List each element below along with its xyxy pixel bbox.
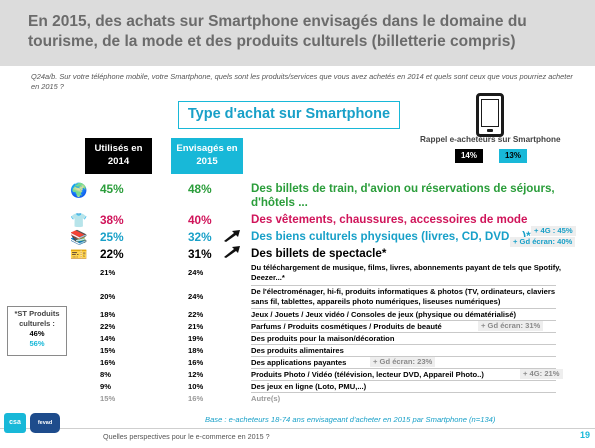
row-label: Autre(s) xyxy=(251,394,281,403)
divider xyxy=(251,308,556,309)
row-label: Des produits pour la maison/décoration xyxy=(251,334,395,343)
divider xyxy=(251,368,556,369)
planned-value: 16% xyxy=(188,358,204,367)
row-label: Des billets de train, d'avion ou réserva… xyxy=(251,182,555,209)
base-note: Base : e-acheteurs 18-74 ans envisageant… xyxy=(205,415,496,424)
books-icon: 📚 xyxy=(70,229,88,245)
divider xyxy=(251,392,556,393)
row-label: Parfums / Produits cosmétiques / Produit… xyxy=(251,322,442,331)
type-box: Type d'achat sur Smartphone xyxy=(178,101,400,129)
header-planned-2015: Envisagés en 2015 xyxy=(171,138,243,174)
footer-divider xyxy=(0,428,595,429)
planned-value: 31% xyxy=(188,247,212,261)
row-label: Produits Photo / Vidéo (télévision, lect… xyxy=(251,370,484,379)
divider xyxy=(251,332,556,333)
row-label: De l'électroménager, hi-fi, produits inf… xyxy=(251,287,556,306)
st-value-2015: 56% xyxy=(29,339,45,348)
note-books-gd-ecran: + Gd écran: 40% xyxy=(510,237,576,247)
used-value: 15% xyxy=(100,346,116,355)
used-value: 22% xyxy=(100,247,124,261)
divider xyxy=(251,285,556,286)
used-value: 20% xyxy=(100,292,116,301)
row-label: Des jeux en ligne (Loto, PMU,...) xyxy=(251,382,367,391)
used-value: 22% xyxy=(100,322,116,331)
planned-value: 12% xyxy=(188,370,204,379)
header-used-2014: Utilisés en 2014 xyxy=(85,138,152,174)
used-value: 16% xyxy=(100,358,116,367)
used-value: 25% xyxy=(100,230,124,244)
divider xyxy=(251,356,556,357)
planned-value: 40% xyxy=(188,213,212,227)
note-beaute-gd-ecran: + Gd écran: 31% xyxy=(478,321,544,331)
used-value: 38% xyxy=(100,213,124,227)
up-arrow-icon xyxy=(223,245,241,259)
note-applis-gd-ecran: + Gd écran: 23% xyxy=(370,357,436,367)
planned-value: 48% xyxy=(188,182,212,196)
row-label: Des vêtements, chaussures, accessoires d… xyxy=(251,213,528,226)
used-value: 18% xyxy=(100,310,116,319)
row-label: Du téléchargement de musique, films, liv… xyxy=(251,263,562,282)
up-arrow-icon xyxy=(223,229,241,243)
row-label: Des applications payantes xyxy=(251,358,347,367)
planned-value: 21% xyxy=(188,322,204,331)
divider xyxy=(251,320,556,321)
used-value: 45% xyxy=(100,182,124,196)
planned-value: 32% xyxy=(188,230,212,244)
used-value: 9% xyxy=(100,382,111,391)
fevad-logo: fevad xyxy=(30,413,60,433)
row-label: Des produits alimentaires xyxy=(251,346,344,355)
planned-value: 22% xyxy=(188,310,204,319)
row-label: Des biens culturels physiques (livres, C… xyxy=(251,230,531,243)
note-photo-4g: + 4G: 21% xyxy=(520,369,563,379)
globe-icon: 🌍 xyxy=(70,182,88,198)
row-label: Jeux / Jouets / Jeux vidéo / Consoles de… xyxy=(251,310,517,319)
rappel-2014-value: 14% xyxy=(455,149,483,163)
used-value: 15% xyxy=(100,394,116,403)
planned-value: 18% xyxy=(188,346,204,355)
csa-logo: csa xyxy=(4,413,26,433)
rappel-2015-value: 13% xyxy=(499,149,527,163)
question-text: Q24a/b. Sur votre téléphone mobile, votr… xyxy=(31,72,573,91)
page-title: En 2015, des achats sur Smartphone envis… xyxy=(28,13,527,50)
note-books-4g: + 4G : 45% xyxy=(531,226,576,236)
divider xyxy=(251,344,556,345)
smartphone-icon xyxy=(476,93,504,137)
title-bar xyxy=(0,0,595,66)
used-value: 14% xyxy=(100,334,116,343)
ticket-icon: 🎫 xyxy=(70,246,88,262)
planned-value: 10% xyxy=(188,382,204,391)
used-value: 21% xyxy=(100,268,116,277)
clothing-icon: 👕 xyxy=(70,212,88,228)
divider xyxy=(251,380,556,381)
planned-value: 19% xyxy=(188,334,204,343)
planned-value: 24% xyxy=(188,268,204,277)
row-label: Des billets de spectacle* xyxy=(251,247,387,260)
st-cultural-box: *ST Produits culturels : 46% 56% xyxy=(7,306,67,356)
st-label: *ST Produits culturels : xyxy=(14,309,60,328)
rappel-label: Rappel e-acheteurs sur Smartphone xyxy=(420,135,561,144)
planned-value: 16% xyxy=(188,394,204,403)
footer-text: Quelles perspectives pour le e-commerce … xyxy=(103,432,270,441)
planned-value: 24% xyxy=(188,292,204,301)
used-value: 8% xyxy=(100,370,111,379)
page-number: 19 xyxy=(579,430,590,440)
st-value-2014: 46% xyxy=(29,329,45,338)
